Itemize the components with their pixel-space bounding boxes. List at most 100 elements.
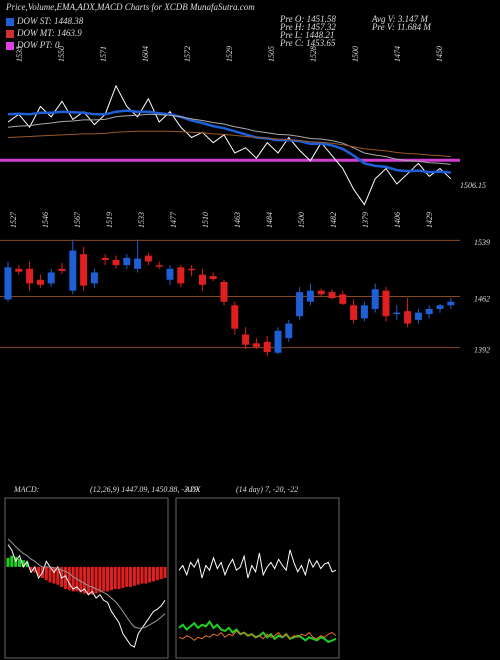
histogram-bar bbox=[56, 566, 60, 585]
high-label: 1500 bbox=[351, 46, 360, 62]
histogram-bar bbox=[6, 557, 10, 567]
volume-stat: Avg V: 3.147 M bbox=[371, 14, 428, 24]
candle-body bbox=[47, 272, 55, 284]
histogram-bar bbox=[140, 566, 144, 584]
candle-body bbox=[328, 292, 336, 298]
histogram-bar bbox=[151, 566, 156, 582]
series-line bbox=[178, 630, 337, 642]
legend-swatch bbox=[6, 30, 14, 38]
candle-body bbox=[285, 323, 293, 339]
histogram-bar bbox=[63, 566, 67, 590]
y-tick-label: 1539 bbox=[474, 238, 490, 247]
y-tick-label: 1462 bbox=[474, 294, 490, 303]
histogram-bar bbox=[48, 566, 52, 583]
candle-body bbox=[317, 290, 325, 295]
candle-body bbox=[177, 267, 185, 284]
low-label: 1500 bbox=[297, 212, 306, 228]
candle-body bbox=[166, 268, 174, 280]
candle-body bbox=[69, 250, 77, 291]
candle-body bbox=[339, 294, 347, 304]
series-line bbox=[7, 544, 166, 648]
low-label: 1567 bbox=[73, 211, 82, 228]
macd-frame bbox=[4, 497, 169, 659]
histogram-bar bbox=[67, 566, 71, 591]
candle-body bbox=[58, 268, 66, 271]
series-line bbox=[7, 538, 166, 629]
low-label: 1519 bbox=[105, 212, 114, 228]
histogram-bar bbox=[102, 566, 106, 592]
low-label: 1463 bbox=[233, 212, 242, 228]
histogram-bar bbox=[132, 566, 136, 586]
histogram-bar bbox=[10, 555, 14, 567]
candle-body bbox=[80, 254, 88, 286]
candle-body bbox=[306, 290, 314, 302]
candle-body bbox=[15, 268, 23, 272]
histogram-bar bbox=[33, 566, 37, 573]
histogram-bar bbox=[155, 566, 159, 581]
histogram-bar bbox=[121, 566, 125, 589]
low-label: 1527 bbox=[9, 211, 18, 228]
high-label: 1450 bbox=[435, 46, 444, 62]
y-tick-label: 1392 bbox=[474, 345, 490, 354]
last-price-label: 1506.15 bbox=[460, 181, 486, 190]
candle-body bbox=[425, 308, 433, 315]
low-label: 1477 bbox=[169, 211, 178, 228]
series-line bbox=[7, 109, 451, 174]
candle-body bbox=[231, 305, 239, 329]
legend-entry: DOW ST: 1448.38 bbox=[16, 16, 84, 26]
high-label: 1535 bbox=[15, 46, 24, 62]
candle-body bbox=[393, 312, 401, 315]
candle-body bbox=[209, 276, 217, 280]
histogram-bar bbox=[144, 566, 148, 584]
series-line bbox=[7, 130, 451, 158]
histogram-bar bbox=[106, 566, 110, 592]
histogram-bar bbox=[37, 566, 41, 576]
candle-body bbox=[404, 311, 412, 324]
candle-body bbox=[447, 301, 455, 306]
candle-body bbox=[134, 258, 142, 269]
panel-subtitle: (14 day) 7, -20, -22 bbox=[236, 485, 298, 494]
legend-entry: DOW PT: 0 bbox=[16, 40, 60, 50]
high-label: 1474 bbox=[393, 46, 402, 62]
candle-body bbox=[101, 257, 109, 261]
candle-body bbox=[188, 268, 196, 271]
histogram-bar bbox=[159, 566, 163, 580]
volume-stat: Pre V: 11.684 M bbox=[371, 22, 431, 32]
series-line bbox=[178, 549, 337, 579]
candle-body bbox=[350, 305, 358, 320]
low-label: 1482 bbox=[329, 212, 338, 228]
histogram-bar bbox=[52, 566, 56, 584]
candle-body bbox=[26, 268, 34, 284]
histogram-bar bbox=[129, 566, 133, 587]
candle-body bbox=[144, 255, 152, 262]
candle-body bbox=[242, 334, 250, 345]
legend-swatch bbox=[6, 18, 14, 26]
stat: Pre C: 1453.65 bbox=[279, 38, 336, 48]
page-title: Price,Volume,EMA,ADX,MACD Charts for XCD… bbox=[5, 2, 255, 12]
histogram-bar bbox=[71, 566, 75, 592]
stat: Pre H: 1457.32 bbox=[279, 22, 336, 32]
high-label: 1505 bbox=[267, 46, 276, 62]
high-label: 1604 bbox=[141, 46, 150, 62]
low-label: 1510 bbox=[201, 212, 210, 228]
histogram-bar bbox=[17, 559, 22, 567]
candle-body bbox=[155, 265, 163, 267]
histogram-bar bbox=[83, 566, 87, 594]
candle-body bbox=[263, 341, 271, 353]
stat: Pre O: 1451.58 bbox=[279, 14, 336, 24]
low-label: 1406 bbox=[393, 212, 402, 228]
histogram-bar bbox=[117, 566, 121, 590]
low-label: 1429 bbox=[425, 212, 434, 228]
legend-entry: DOW MT: 1463.9 bbox=[16, 28, 82, 38]
histogram-bar bbox=[136, 566, 140, 585]
candle-body bbox=[414, 312, 422, 320]
candle-body bbox=[274, 330, 282, 353]
candle-body bbox=[436, 305, 444, 309]
high-label: 1529 bbox=[225, 46, 234, 62]
high-label: 1571 bbox=[99, 46, 108, 62]
histogram-bar bbox=[25, 562, 29, 567]
panel-title: ADX bbox=[184, 485, 202, 494]
candle-body bbox=[4, 267, 12, 300]
